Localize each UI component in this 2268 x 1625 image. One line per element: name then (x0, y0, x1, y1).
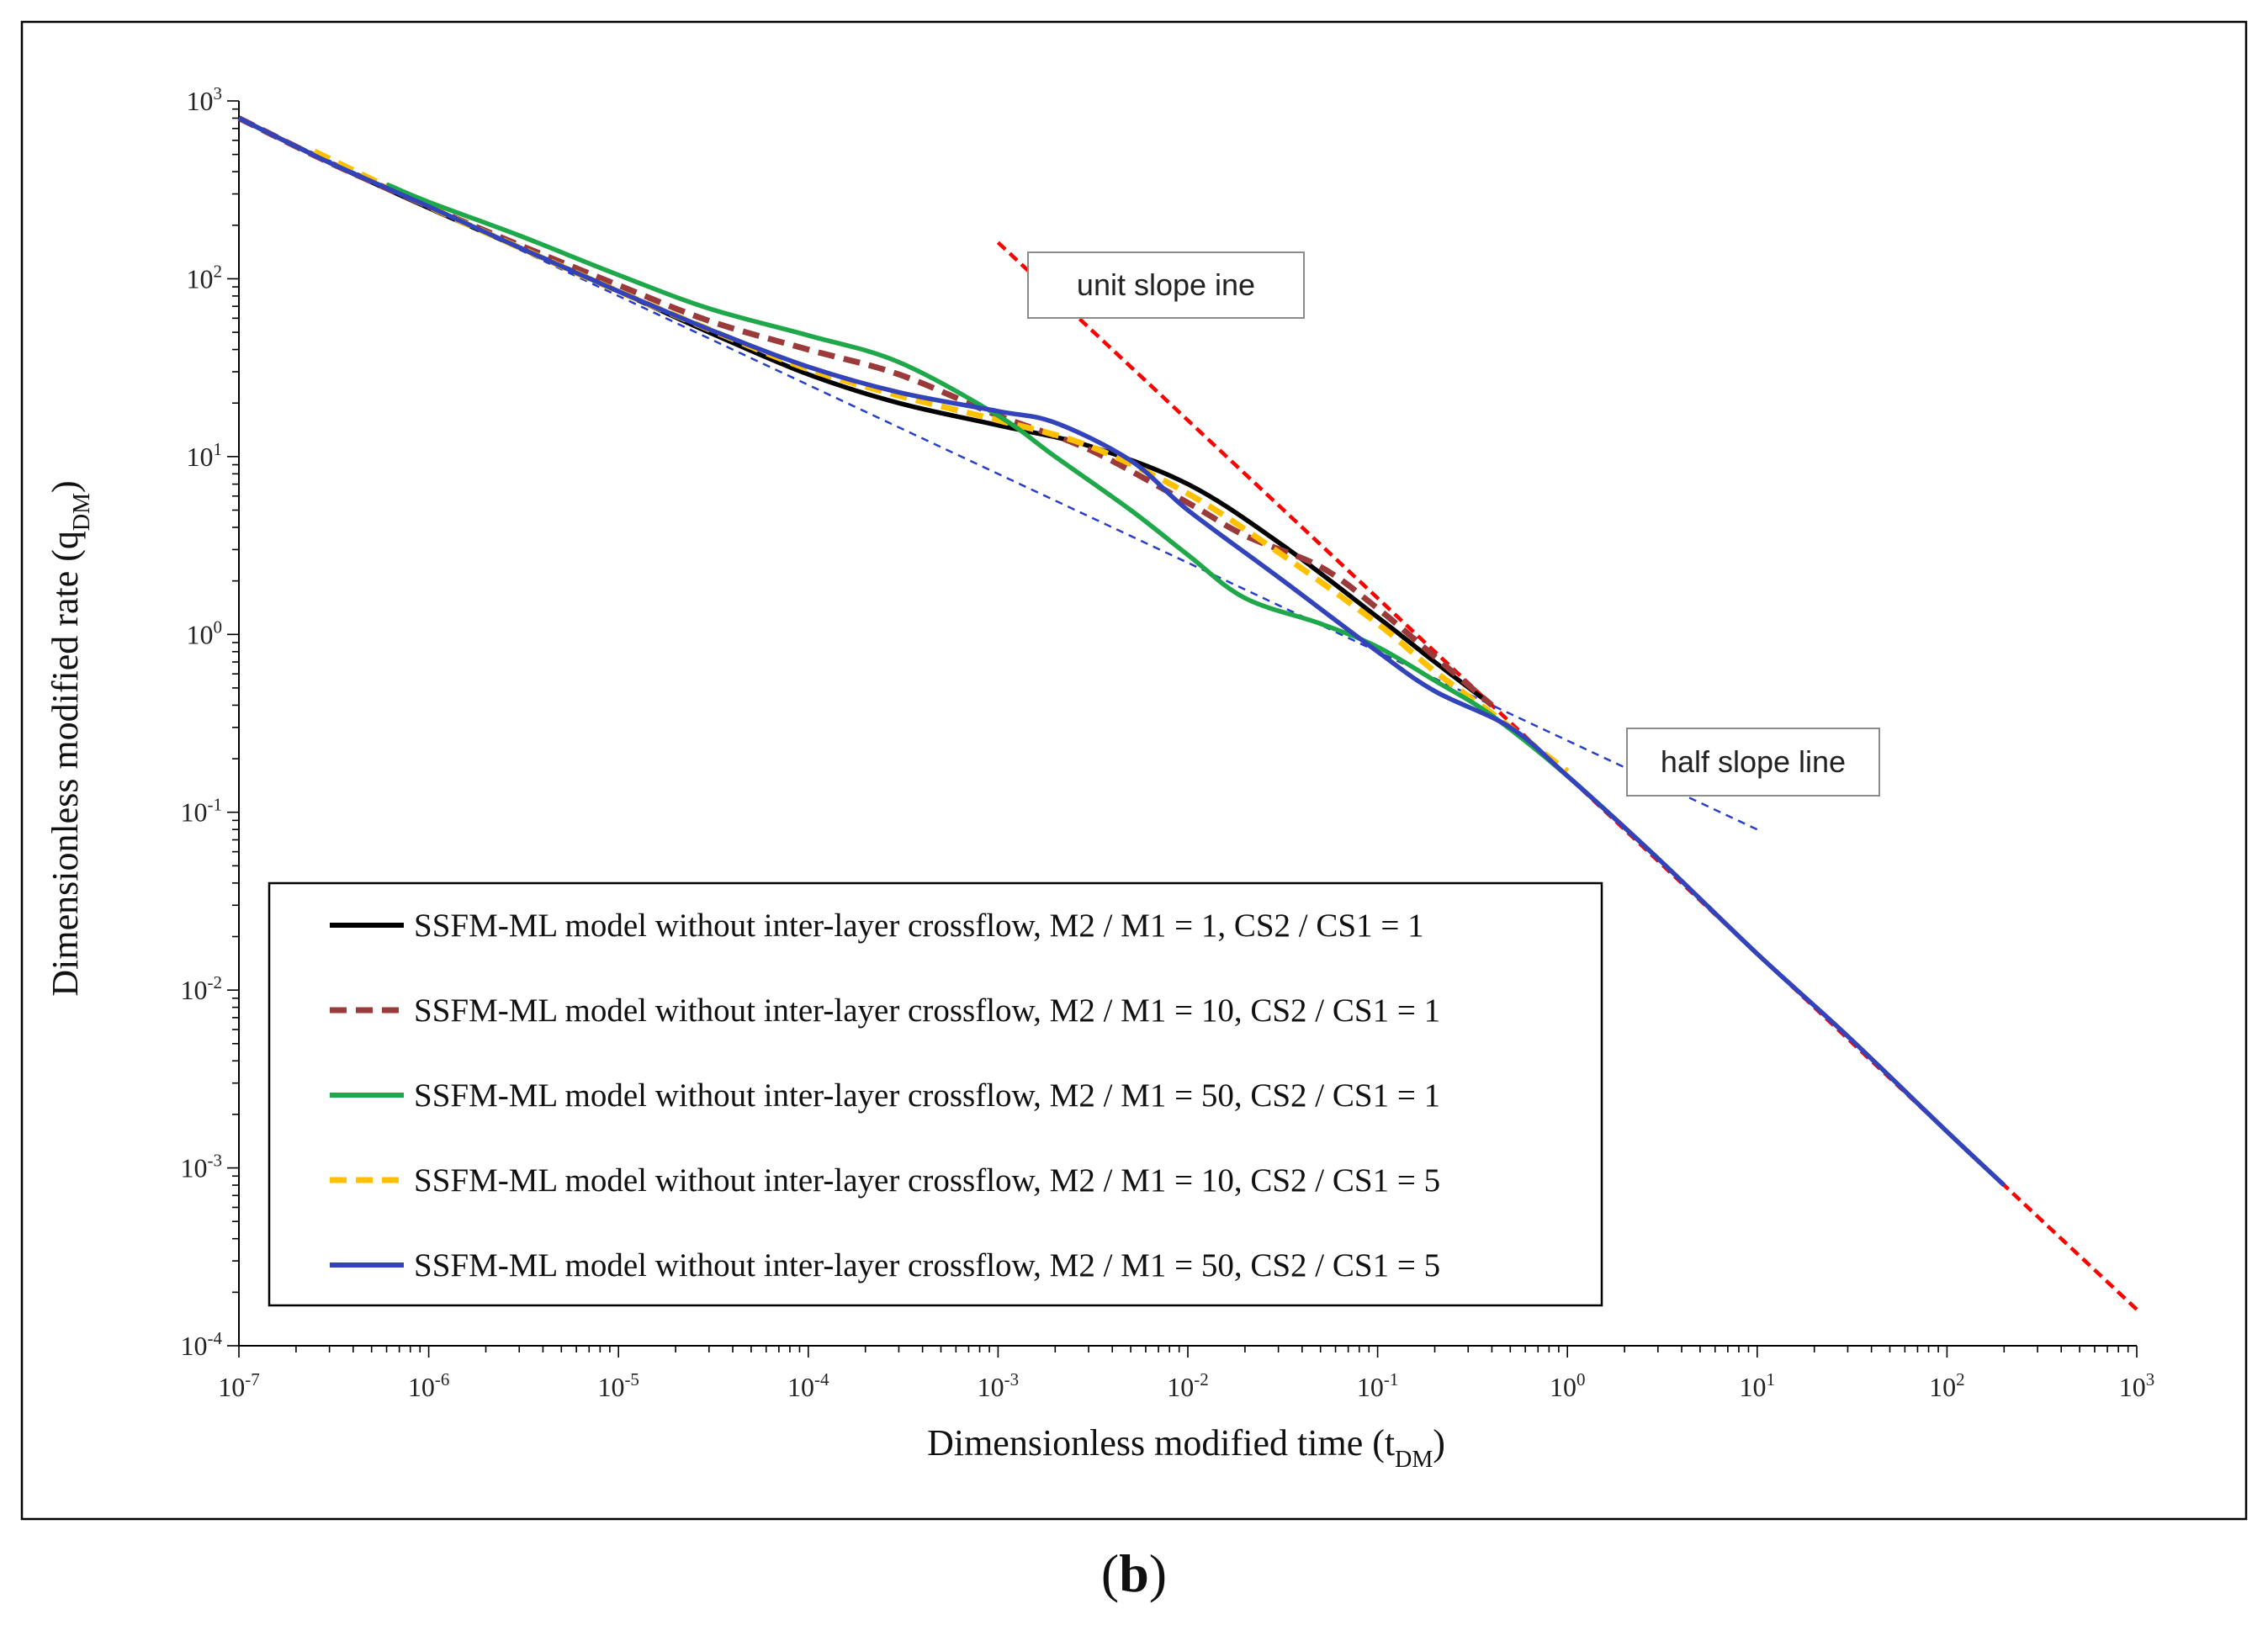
y-tick-label: 101 (187, 439, 223, 472)
half-slope-line (238, 117, 1758, 831)
unit-slope-callout-box (1027, 251, 1305, 319)
x-tick-label: 101 (1740, 1369, 1776, 1402)
series-line-4 (313, 148, 1570, 774)
legend-label-2: SSFM-ML model without inter-layer crossf… (414, 992, 1440, 1029)
y-axis-title: Dimensionless modified rate (qDM) (45, 480, 95, 996)
x-tick-label: 102 (1929, 1369, 1965, 1402)
x-tick-label: 100 (1550, 1369, 1586, 1402)
x-tick-label: 103 (2119, 1369, 2155, 1402)
legend-items: SSFM-ML model without inter-layer crossf… (330, 908, 1440, 1284)
unit-slope-callout-label: unit slope ine (1077, 267, 1255, 302)
x-tick-label: 10-7 (218, 1369, 260, 1402)
unit-slope-callout: unit slope ine (1027, 251, 1305, 319)
y-tick-label: 10-2 (181, 972, 223, 1005)
y-tick-label: 103 (187, 83, 223, 116)
legend: SSFM-ML model without inter-layer crossf… (268, 881, 1603, 1307)
x-tick-label: 10-6 (408, 1369, 449, 1402)
half-slope-callout: half slope line (1626, 728, 1880, 797)
x-axis-title-end: ) (1433, 1422, 1445, 1464)
y-axis-title-end: ) (45, 480, 86, 493)
x-tick-label: 10-1 (1357, 1369, 1399, 1402)
y-axis-title-subscript: DM (69, 493, 95, 531)
y-axis-title-main: Dimensionless modified rate (q (45, 531, 86, 997)
x-axis-title-main: Dimensionless modified time (t (927, 1422, 1395, 1464)
legend-label-5: SSFM-ML model without inter-layer crossf… (414, 1247, 1440, 1284)
series-line-5 (237, 116, 2006, 1188)
half-slope-callout-box (1626, 728, 1880, 797)
chart-frame (20, 20, 2248, 1521)
x-tick-label: 10-4 (787, 1369, 829, 1402)
y-tick-label: 102 (187, 261, 223, 294)
x-tick-label: 10-2 (1167, 1369, 1209, 1402)
plot-area: 10-7 10-6 10-5 10-4 10-3 10-2 10-1 100 101 102 103… (181, 83, 2155, 1402)
y-tick-label: 100 (187, 617, 223, 649)
caption-open: ( (1101, 1543, 1119, 1603)
series-line-3 (385, 182, 1660, 860)
legend-label-4: SSFM-ML model without inter-layer crossf… (414, 1162, 1440, 1199)
y-tick-label: 10-1 (181, 795, 223, 828)
legend-label-1: SSFM-ML model without inter-layer crossf… (414, 908, 1424, 944)
legend-label-3: SSFM-ML model without inter-layer crossf… (414, 1077, 1440, 1114)
half-slope-callout-label: half slope line (1661, 744, 1846, 779)
caption-letter: b (1119, 1543, 1149, 1603)
x-tick-label: 10-5 (597, 1369, 639, 1402)
x-axis-title: Dimensionless modified time (tDM) (927, 1422, 1445, 1473)
caption-close: ) (1149, 1543, 1167, 1603)
y-tick-label: 10-3 (181, 1151, 223, 1183)
x-tick-label: 10-3 (978, 1369, 1020, 1402)
y-tick-label: 10-4 (181, 1328, 223, 1361)
x-axis-title-subscript: DM (1395, 1447, 1433, 1473)
legend-box (268, 881, 1603, 1307)
figure-caption: (b) (1101, 1543, 1167, 1603)
